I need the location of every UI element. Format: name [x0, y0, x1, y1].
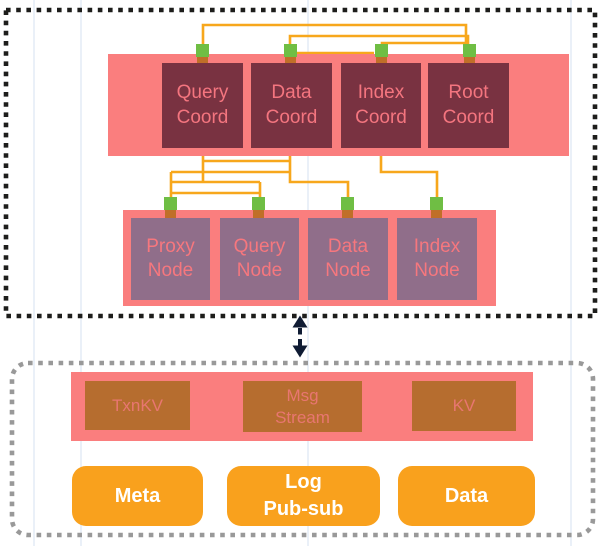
txnkv-box: TxnKV	[85, 381, 190, 430]
data-node-box: Data Node	[308, 218, 388, 300]
meta-store-box: Meta	[72, 466, 203, 526]
box-label-line: Proxy	[146, 235, 195, 257]
box-label-line: Data	[327, 235, 369, 257]
query-node-port-icon	[252, 197, 265, 210]
data-coord-box: Data Coord	[251, 63, 332, 148]
data-coord-port-stem	[284, 57, 296, 65]
root-coord-port-icon	[462, 44, 476, 57]
box-label-line: Node	[325, 260, 371, 281]
box-label-line: Index	[413, 235, 461, 257]
root-coord-port-stem	[463, 57, 475, 65]
query-node-box: Query Node	[220, 218, 299, 300]
box-label-line: Msg	[286, 385, 319, 405]
box-label-line: Coord	[442, 106, 495, 128]
index-coord-port-icon	[374, 44, 388, 57]
query-coord-box: Query Coord	[162, 63, 243, 148]
box-label-line: Node	[414, 260, 460, 281]
box-label-line: Query	[176, 82, 229, 104]
storage-cluster-border	[9, 360, 596, 538]
query-node-port-stem	[253, 210, 264, 218]
bidirectional-arrow-icon	[292, 315, 308, 358]
box-label-line: Pub-sub	[263, 498, 344, 520]
index-node-box: Index Node	[397, 218, 477, 300]
msg-stream-box: Msg Stream	[243, 381, 362, 432]
proxy-node-port-stem	[164, 210, 176, 218]
query-coord-port-stem	[196, 57, 208, 65]
index-coord-box: Index Coord	[341, 63, 421, 148]
box-label-line: Meta	[114, 484, 161, 507]
box-label-line: Log	[285, 471, 322, 493]
box-label-line: Stream	[275, 407, 330, 427]
box-label-line: Data	[444, 484, 489, 507]
data-node-port-icon	[340, 197, 354, 210]
proxy-node-port-icon	[163, 197, 177, 210]
box-label-line: KV	[452, 396, 476, 416]
data-node-port-stem	[341, 210, 353, 218]
box-label-line: Coord	[176, 106, 229, 128]
box-label-line: Coord	[265, 106, 318, 128]
box-label-line: Node	[236, 260, 283, 281]
proxy-node-box: Proxy Node	[131, 218, 210, 300]
root-coord-box: Root Coord	[428, 63, 509, 148]
data-coord-port-icon	[283, 44, 297, 57]
data-store-box: Data	[398, 466, 535, 526]
box-label-line: Node	[147, 260, 194, 281]
index-node-port-stem	[431, 210, 442, 218]
connector-lines	[169, 23, 470, 199]
kv-box: KV	[412, 381, 516, 431]
index-coord-port-stem	[375, 57, 387, 65]
box-label-line: Root	[448, 82, 489, 104]
box-label-line: Data	[271, 82, 312, 104]
box-label-line: TxnKV	[111, 395, 164, 415]
box-label-line: Coord	[355, 106, 407, 128]
box-label-line: Index	[357, 82, 405, 104]
box-label-line: Query	[233, 235, 286, 257]
index-node-port-icon	[430, 197, 443, 210]
log-pubsub-store-box: Log Pub-sub	[227, 466, 380, 526]
query-coord-port-icon	[195, 44, 209, 57]
